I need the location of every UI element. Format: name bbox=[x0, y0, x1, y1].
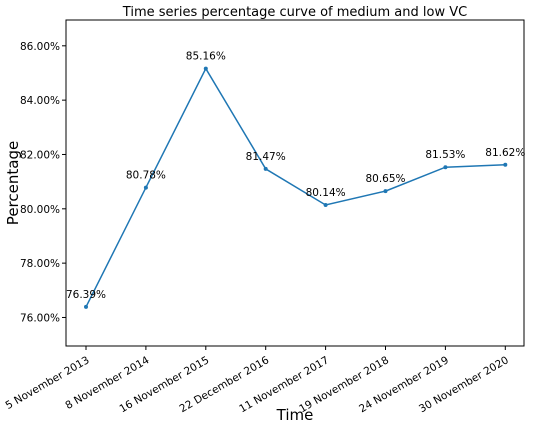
data-point bbox=[203, 66, 208, 71]
y-tick-label: 76.00% bbox=[20, 312, 60, 324]
data-point bbox=[84, 304, 88, 309]
data-label: 80.14% bbox=[306, 187, 346, 199]
data-labels: 76.39% 80.78% 85.16% 81.47% 80.14% 80.65% 81.5… bbox=[66, 51, 525, 301]
y-axis-label: Percentage bbox=[4, 141, 22, 225]
data-label: 76.39% bbox=[66, 289, 106, 301]
data-point bbox=[323, 203, 328, 208]
y-tick-label: 84.00% bbox=[20, 95, 60, 107]
y-tick-label: 78.00% bbox=[20, 258, 60, 270]
data-point bbox=[263, 166, 268, 171]
data-label: 81.53% bbox=[425, 149, 465, 161]
y-tick-label: 86.00% bbox=[20, 41, 60, 53]
data-point bbox=[503, 162, 508, 167]
data-point bbox=[383, 189, 388, 194]
y-tick-label: 80.00% bbox=[20, 204, 60, 216]
data-label: 80.65% bbox=[365, 173, 405, 185]
x-axis-label: Time bbox=[276, 406, 314, 424]
y-tick-label: 82.00% bbox=[20, 149, 60, 161]
data-label: 81.62% bbox=[485, 147, 525, 159]
data-point bbox=[443, 165, 448, 170]
y-axis: 76.00% 78.00% 80.00% 82.00% 84.00% 86.00% bbox=[20, 41, 66, 324]
series-line bbox=[85, 67, 506, 308]
chart-title: Time series percentage curve of medium a… bbox=[122, 5, 467, 20]
data-label: 85.16% bbox=[186, 51, 226, 63]
data-points bbox=[84, 66, 508, 309]
data-point bbox=[143, 185, 148, 190]
plot-frame bbox=[65, 19, 525, 347]
data-label: 81.47% bbox=[246, 151, 286, 163]
data-label: 80.78% bbox=[126, 170, 166, 182]
